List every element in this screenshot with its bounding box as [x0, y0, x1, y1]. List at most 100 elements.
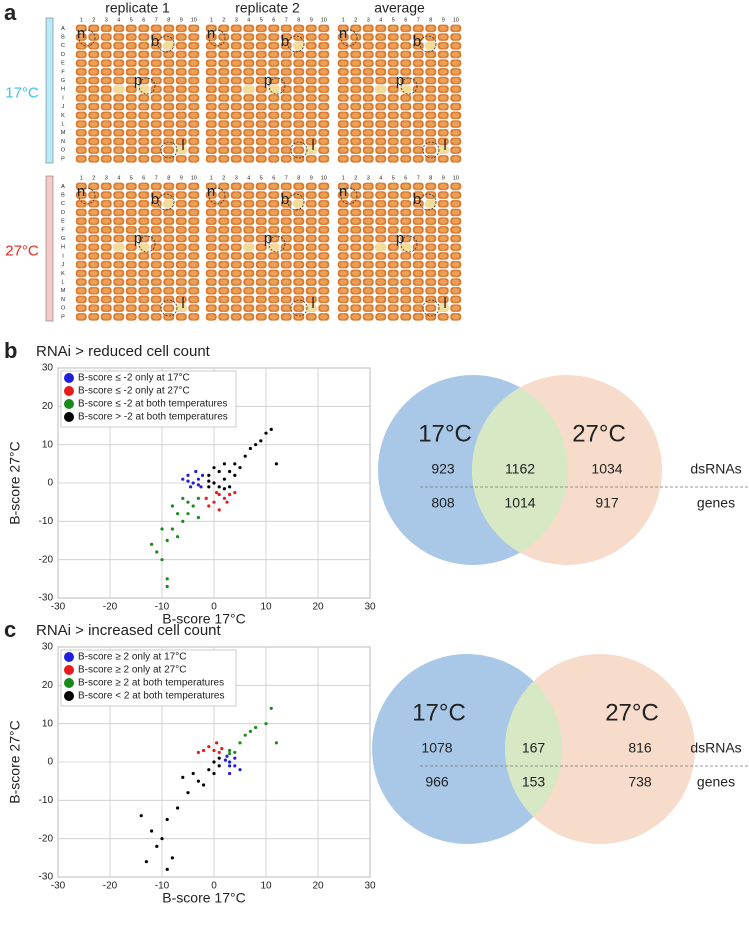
highlight-circle	[78, 187, 96, 205]
x-tick-label: 30	[364, 602, 376, 613]
data-point	[207, 504, 211, 508]
condition-label: 17°C	[5, 84, 39, 101]
plate-row-label: F	[61, 227, 65, 233]
x-tick-label: -10	[155, 881, 170, 892]
data-point	[269, 706, 273, 710]
well-annotation: l	[181, 137, 184, 154]
data-point	[248, 446, 252, 451]
venn-count: 738	[628, 774, 652, 790]
data-point	[228, 492, 232, 497]
data-point	[223, 758, 228, 762]
plate-row-label: L	[61, 280, 64, 286]
highlight-circle	[78, 29, 96, 47]
data-point	[170, 527, 174, 531]
highlight-circle	[340, 187, 358, 205]
legend-box	[60, 649, 237, 707]
legend-swatch	[64, 386, 74, 396]
plate-col-label: 5	[260, 17, 263, 23]
venn-count: 1078	[421, 740, 452, 756]
y-tick-label: -30	[39, 593, 54, 604]
plate-row-label: P	[61, 156, 65, 162]
data-point	[165, 538, 169, 543]
plate-row-label: I	[62, 95, 64, 101]
x-tick-label: -30	[51, 881, 66, 892]
data-point	[181, 519, 185, 523]
data-point	[233, 462, 237, 466]
plate-col-label: 1	[80, 175, 83, 181]
data-point	[233, 750, 237, 755]
legend-label: B-score ≥ 2 only at 17°C	[78, 652, 186, 663]
data-point	[274, 741, 278, 745]
data-point	[150, 829, 154, 833]
row-label: genes	[697, 495, 735, 511]
plate-row-label: F	[61, 69, 65, 75]
panel-label: b	[4, 338, 17, 363]
legend-swatch	[64, 678, 74, 688]
pale-well	[437, 146, 449, 154]
data-point	[207, 473, 211, 477]
legend-swatch	[64, 665, 74, 675]
data-point	[196, 515, 200, 520]
venn-circle	[505, 654, 695, 844]
data-point	[217, 508, 221, 512]
data-point	[228, 748, 232, 753]
plate-col-label: 9	[180, 17, 183, 23]
data-point	[186, 473, 190, 477]
x-tick-label: -20	[103, 602, 118, 613]
plate-row-label: M	[61, 130, 66, 136]
plate-row-label: G	[61, 78, 65, 84]
condition-bar	[45, 17, 54, 164]
y-tick-label: 10	[42, 718, 54, 729]
venn-count: 167	[522, 740, 546, 756]
data-point	[170, 504, 174, 508]
highlight-circle	[419, 35, 437, 53]
plate-col-label: 6	[142, 175, 145, 181]
data-point	[228, 485, 232, 489]
data-point	[243, 733, 247, 737]
data-point	[176, 806, 180, 810]
data-point	[196, 483, 200, 487]
y-tick-label: -30	[39, 872, 54, 883]
data-point	[217, 469, 221, 474]
plate-col-label: 4	[247, 17, 250, 23]
highlight-circle	[287, 193, 305, 211]
plate-col-label: 4	[379, 175, 382, 181]
data-point	[191, 481, 195, 485]
plate-col-label: 8	[429, 175, 432, 181]
plate-col-label: 2	[92, 17, 95, 23]
pale-well	[175, 304, 187, 312]
plate-col-label: 6	[272, 175, 275, 181]
legend-label: B-score ≥ 2 only at 27°C	[78, 665, 186, 676]
data-point	[181, 775, 185, 779]
data-point	[165, 817, 169, 822]
data-point	[189, 485, 193, 489]
data-point	[215, 490, 219, 495]
highlight-circle	[157, 193, 175, 211]
data-point	[233, 490, 237, 495]
row-label: dsRNAs	[690, 461, 741, 477]
plate-col-label: 6	[404, 175, 407, 181]
highlight-circle	[268, 77, 286, 95]
y-tick-label: -10	[39, 795, 54, 806]
data-point	[220, 746, 224, 751]
data-point	[233, 756, 237, 760]
data-point	[150, 542, 154, 546]
plate-body	[75, 182, 200, 321]
plate-col-label: 8	[429, 17, 432, 23]
venn-count: 808	[431, 495, 455, 511]
data-point	[160, 837, 164, 841]
x-tick-label: -20	[103, 881, 118, 892]
data-point	[212, 748, 216, 753]
data-point	[228, 469, 232, 474]
data-point	[222, 462, 226, 466]
venn-count: 1034	[591, 461, 622, 477]
plate-col-label: 8	[297, 17, 300, 23]
data-point	[207, 745, 211, 749]
data-point	[238, 768, 242, 772]
y-tick-label: 20	[42, 401, 54, 412]
plate-row-label: A	[61, 26, 65, 32]
plate: 1 2 3 4 5 6 7 8 9 10 n b p l	[75, 175, 200, 321]
data-point	[196, 477, 200, 481]
chart-title: RNAi > increased cell count	[36, 622, 222, 639]
plate-col-label: 4	[117, 17, 120, 23]
